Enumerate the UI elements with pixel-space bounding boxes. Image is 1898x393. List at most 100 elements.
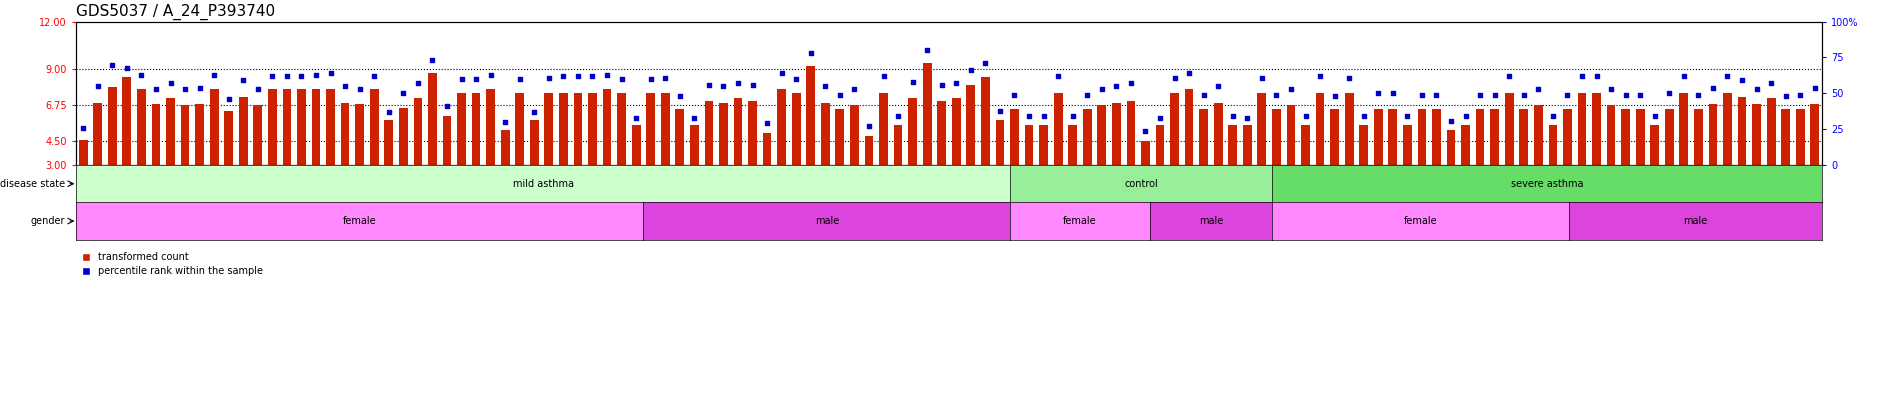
Text: GDS5037 / A_24_P393740: GDS5037 / A_24_P393740: [76, 4, 275, 20]
Bar: [486, 88, 495, 165]
Point: [1072, 92, 1103, 98]
Bar: [661, 93, 670, 165]
Point: [854, 123, 884, 129]
Point: [474, 72, 505, 78]
Bar: [1010, 109, 1019, 165]
Bar: [1621, 109, 1630, 165]
Point: [898, 79, 928, 85]
Point: [1363, 90, 1393, 96]
Bar: [1359, 125, 1368, 165]
Bar: [1680, 93, 1687, 165]
Point: [723, 80, 754, 86]
Point: [156, 80, 186, 86]
Bar: [560, 93, 568, 165]
Point: [490, 119, 520, 125]
Bar: [1112, 103, 1120, 165]
Bar: [1346, 93, 1353, 165]
Point: [1537, 113, 1568, 119]
Point: [140, 86, 171, 92]
Bar: [370, 88, 378, 165]
Bar: [239, 97, 247, 165]
Bar: [254, 105, 262, 165]
Point: [839, 86, 869, 92]
Bar: [1695, 109, 1703, 165]
Point: [1232, 115, 1262, 121]
Point: [1640, 113, 1670, 119]
Point: [256, 73, 287, 79]
Point: [1596, 86, 1627, 92]
Point: [679, 115, 710, 121]
Point: [287, 73, 317, 79]
Bar: [1127, 101, 1135, 165]
Point: [867, 73, 898, 79]
Point: [1522, 86, 1553, 92]
Point: [1727, 77, 1758, 84]
Point: [1173, 70, 1203, 76]
Bar: [530, 120, 539, 165]
Bar: [1156, 125, 1163, 165]
Bar: [224, 111, 233, 165]
Bar: [1520, 109, 1528, 165]
Bar: [1243, 125, 1251, 165]
Bar: [966, 85, 976, 165]
Point: [605, 76, 636, 82]
Point: [359, 73, 389, 79]
Bar: [1389, 109, 1397, 165]
Bar: [1141, 141, 1150, 165]
Point: [199, 72, 230, 78]
Bar: [938, 101, 945, 165]
Bar: [80, 140, 87, 165]
Bar: [414, 98, 421, 165]
Point: [518, 109, 549, 115]
Bar: [822, 103, 829, 165]
Point: [505, 76, 535, 82]
Bar: [1272, 109, 1281, 165]
Point: [1319, 93, 1349, 99]
Point: [780, 76, 810, 82]
Point: [636, 76, 666, 82]
Point: [1129, 127, 1160, 134]
Point: [1188, 92, 1219, 98]
Bar: [1549, 125, 1556, 165]
Bar: [573, 93, 583, 165]
Bar: [342, 103, 349, 165]
Bar: [355, 105, 364, 165]
Bar: [1608, 105, 1615, 165]
Point: [1057, 113, 1088, 119]
Bar: [1184, 88, 1194, 165]
Point: [1391, 113, 1422, 119]
Point: [1740, 86, 1771, 92]
Bar: [647, 93, 655, 165]
Bar: [719, 103, 727, 165]
Bar: [865, 136, 873, 165]
Bar: [1505, 93, 1513, 165]
Point: [1304, 73, 1334, 79]
Point: [271, 73, 302, 79]
Bar: [1767, 98, 1775, 165]
Bar: [442, 116, 452, 165]
Bar: [748, 101, 757, 165]
Point: [1116, 80, 1146, 86]
Bar: [1433, 109, 1441, 165]
Point: [562, 73, 592, 79]
Point: [941, 80, 972, 86]
Point: [1422, 92, 1452, 98]
Bar: [632, 125, 640, 165]
Bar: [981, 77, 989, 165]
Point: [1509, 92, 1539, 98]
Bar: [922, 63, 932, 165]
Bar: [835, 109, 845, 165]
Point: [1217, 113, 1247, 119]
Point: [955, 67, 985, 73]
Point: [243, 86, 273, 92]
Point: [213, 96, 243, 102]
Bar: [1215, 103, 1222, 165]
Point: [402, 80, 433, 86]
Point: [1014, 113, 1044, 119]
Bar: [1330, 109, 1338, 165]
Bar: [909, 98, 917, 165]
Point: [824, 92, 854, 98]
Point: [431, 103, 461, 109]
Point: [1653, 90, 1684, 96]
Bar: [1287, 105, 1294, 165]
